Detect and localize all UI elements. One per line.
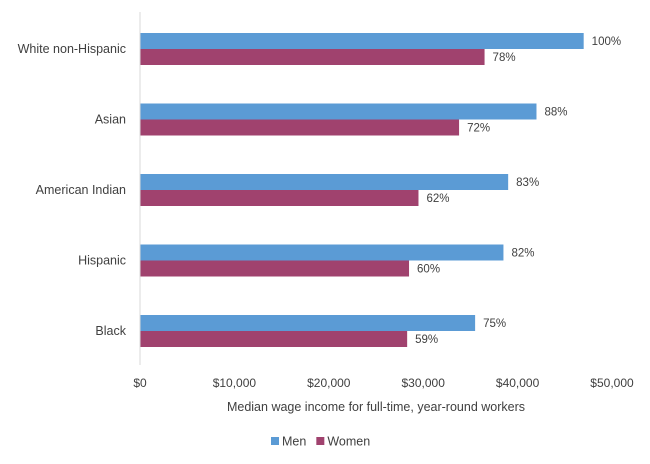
x-tick-label-2: $20,000: [307, 376, 351, 390]
legend-swatch-women: [316, 437, 325, 445]
data-label-men-3: 82%: [511, 248, 534, 260]
x-tick-label-0: $0: [133, 376, 147, 390]
legend: Men Women: [271, 435, 370, 449]
category-labels-group: White non-Hispanic Asian American Indian Hi…: [18, 42, 127, 338]
category-label-4: Black: [95, 324, 126, 338]
x-tick-label-3: $30,000: [402, 376, 446, 390]
bar-men-1: [140, 103, 537, 120]
data-label-women-1: 72%: [467, 123, 490, 135]
bar-women-1: [140, 119, 460, 136]
category-label-3: Hispanic: [78, 254, 126, 268]
category-label-2: American Indian: [36, 183, 126, 197]
data-labels-group: 100% 78% 88% 72% 83% 62% 82% 60% 75% 59%: [415, 36, 621, 346]
data-label-men-0: 100%: [592, 36, 621, 48]
category-label-0: White non-Hispanic: [18, 42, 126, 56]
x-tick-label-4: $40,000: [496, 376, 540, 390]
bar-women-0: [140, 49, 485, 65]
bars-group: [140, 33, 584, 347]
bar-women-4: [140, 331, 408, 347]
bar-women-3: [140, 260, 410, 277]
data-label-men-1: 88%: [544, 107, 567, 119]
category-label-1: Asian: [95, 113, 126, 127]
bar-men-2: [140, 174, 509, 190]
x-tick-labels-group: $0 $10,000 $20,000 $30,000 $40,000 $50,000: [133, 376, 634, 390]
x-tick-label-5: $50,000: [590, 376, 634, 390]
data-label-women-4: 59%: [415, 334, 438, 346]
bar-men-0: [140, 33, 584, 49]
legend-label-women: Women: [327, 435, 370, 449]
x-axis-title: Median wage income for full-time, year-r…: [227, 400, 525, 414]
legend-label-men: Men: [282, 435, 306, 449]
data-label-women-2: 62%: [426, 193, 449, 205]
data-label-men-4: 75%: [483, 318, 506, 330]
bar-men-3: [140, 244, 504, 261]
data-label-men-2: 83%: [516, 177, 539, 189]
x-tick-label-1: $10,000: [213, 376, 257, 390]
bar-women-2: [140, 190, 419, 206]
bar-men-4: [140, 315, 476, 331]
data-label-women-0: 78%: [493, 52, 516, 64]
legend-swatch-men: [271, 437, 279, 445]
data-label-women-3: 60%: [417, 264, 440, 276]
